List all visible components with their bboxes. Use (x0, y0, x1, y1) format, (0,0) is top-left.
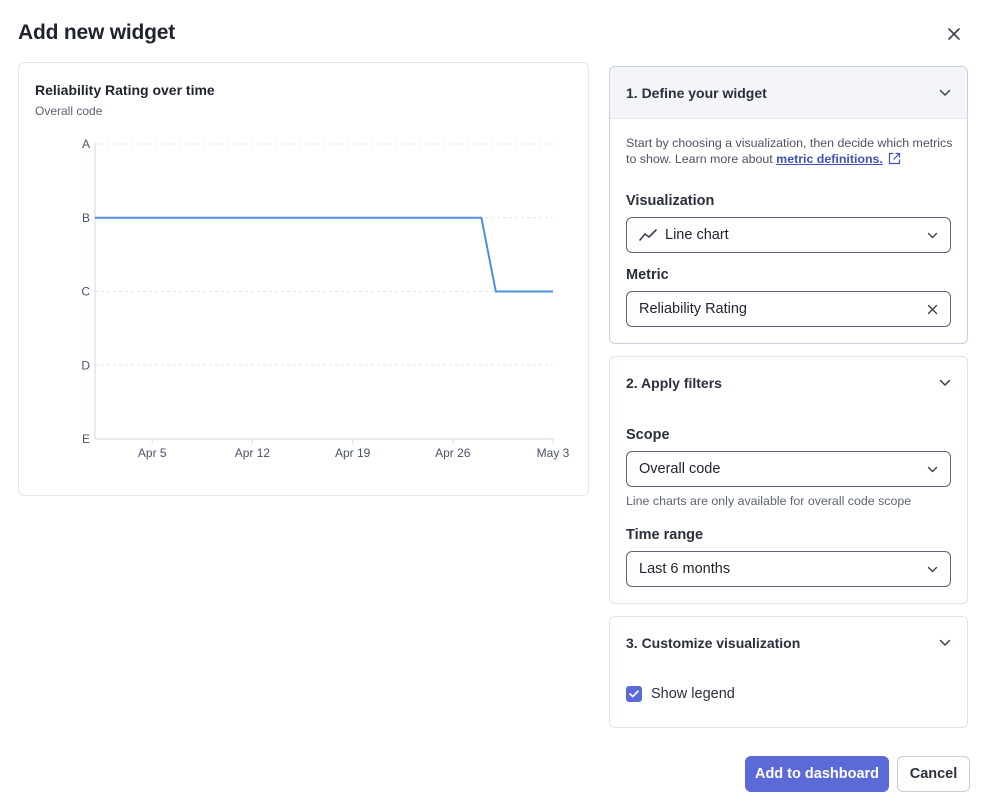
apply-filters-panel: 2. Apply filters Scope Overall code Line… (609, 356, 968, 604)
customize-visualization-panel: 3. Customize visualization Show legend (609, 616, 968, 728)
time-range-label: Time range (626, 527, 704, 543)
visualization-value: Line chart (665, 227, 729, 243)
customize-visualization-heading: 3. Customize visualization (626, 635, 801, 651)
chart-title: Reliability Rating over time (35, 82, 215, 98)
metric-label: Metric (626, 267, 669, 283)
y-tick-label: D (81, 358, 90, 372)
dialog-title: Add new widget (18, 21, 176, 44)
show-legend-checkbox[interactable]: Show legend (626, 686, 735, 702)
chevron-down-icon (939, 89, 951, 96)
chevron-down-icon (927, 566, 938, 572)
scope-value: Overall code (639, 461, 721, 477)
widget-preview: Reliability Rating over time Overall cod… (18, 62, 589, 496)
y-tick-label: A (82, 137, 90, 151)
line-chart: A B C D E Apr 5 Apr 12 Apr 19 Apr 26 May 3 (81, 137, 570, 460)
x-tick-label: May 3 (537, 446, 570, 460)
y-tick-label: E (82, 432, 90, 446)
x-tick-label: Apr 26 (435, 446, 471, 460)
description-text: Start by choosing a visualization, then … (626, 136, 953, 166)
x-tick-label: Apr 5 (138, 446, 167, 460)
chevron-down-icon (927, 466, 938, 472)
metric-value: Reliability Rating (639, 301, 747, 317)
cancel-button[interactable]: Cancel (897, 756, 970, 792)
x-tick-label: Apr 12 (235, 446, 271, 460)
chevron-down-icon (939, 379, 951, 386)
close-button[interactable] (940, 20, 968, 48)
scope-label: Scope (626, 427, 670, 443)
show-legend-label: Show legend (651, 686, 735, 702)
checkbox-checked-icon[interactable] (626, 686, 642, 702)
chart-subtitle: Overall code (35, 104, 103, 118)
chevron-down-icon (927, 232, 938, 238)
metric-definitions-link[interactable]: metric definitions. (776, 152, 883, 166)
define-widget-description: Start by choosing a visualization, then … (626, 135, 956, 167)
y-tick-label: B (82, 211, 90, 225)
visualization-label: Visualization (626, 193, 715, 209)
customize-visualization-header[interactable]: 3. Customize visualization (610, 617, 967, 669)
define-widget-heading: 1. Define your widget (626, 84, 767, 101)
visualization-select[interactable]: Line chart (626, 217, 951, 253)
scope-hint: Line charts are only available for overa… (626, 494, 912, 508)
time-range-value: Last 6 months (639, 561, 731, 577)
time-range-select[interactable]: Last 6 months (626, 551, 951, 587)
external-link-icon (889, 152, 901, 165)
line-chart-icon (639, 228, 657, 242)
y-tick-label: C (81, 285, 90, 299)
scope-select[interactable]: Overall code (626, 451, 951, 487)
series-line (95, 216, 553, 293)
chevron-down-icon (939, 639, 951, 646)
x-tick-label: Apr 19 (335, 446, 371, 460)
apply-filters-heading: 2. Apply filters (626, 375, 722, 391)
add-to-dashboard-button[interactable]: Add to dashboard (745, 756, 889, 792)
apply-filters-header[interactable]: 2. Apply filters (610, 357, 967, 409)
metric-field[interactable]: Reliability Rating (626, 291, 951, 327)
clear-icon[interactable] (927, 304, 938, 315)
close-icon (948, 28, 960, 40)
define-widget-panel: 1. Define your widget Start by choosing … (609, 66, 968, 344)
define-widget-header[interactable]: 1. Define your widget (610, 67, 967, 119)
